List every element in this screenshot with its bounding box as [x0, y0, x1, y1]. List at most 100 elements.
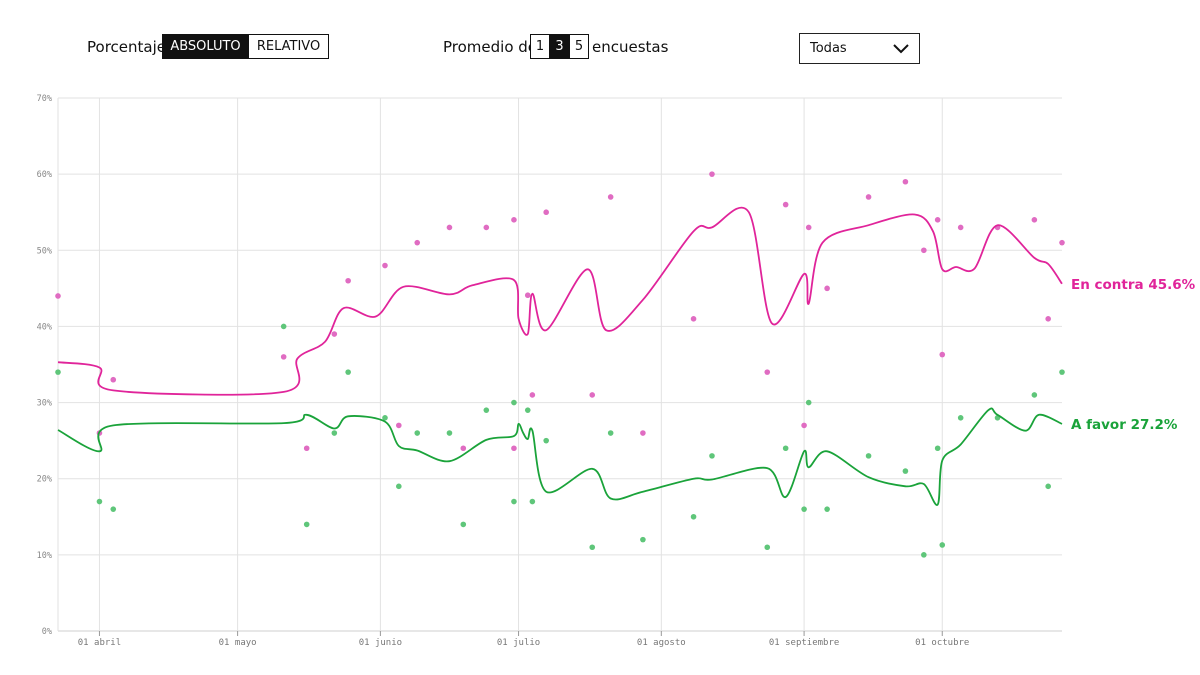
contra-poll-point [640, 430, 646, 436]
trend-lines [57, 206, 1063, 506]
favor-poll-point [110, 506, 117, 512]
favor-poll-point [96, 498, 103, 505]
percentage-label: Porcentaje [87, 38, 166, 56]
absolute-option[interactable]: ABSOLUTO [163, 35, 248, 58]
contra-poll-point [446, 224, 453, 231]
favor-poll-point [446, 430, 453, 436]
y-tick-label: 10% [37, 551, 52, 561]
average-option-5[interactable]: 5 [569, 35, 588, 58]
percentage-toggle: ABSOLUTO RELATIVO [162, 34, 329, 59]
favor-poll-point [303, 521, 310, 528]
favor-poll-point [589, 544, 596, 551]
contra-poll-point [110, 376, 117, 383]
controls-bar: Porcentaje ABSOLUTO RELATIVO Promedio de… [0, 0, 1200, 80]
x-tick-label: 01 julio [497, 638, 540, 648]
favor-poll-point [865, 453, 872, 459]
favor-poll-point [607, 430, 614, 436]
y-tick-label: 70% [37, 94, 52, 104]
favor-poll-point [483, 407, 490, 413]
contra-poll-point [280, 354, 287, 360]
favor-poll-point [1059, 369, 1065, 375]
average-option-1[interactable]: 1 [531, 35, 549, 58]
favor-trend-line [57, 407, 1063, 506]
x-tick-label: 01 octubre [915, 638, 969, 648]
contra-poll-point [805, 224, 812, 231]
y-tick-label: 0% [42, 627, 52, 637]
contra-end-label: En contra 45.6% [1071, 277, 1196, 293]
favor-poll-point [511, 498, 517, 505]
y-tick-label: 50% [37, 246, 52, 256]
contra-trend-line [57, 206, 1063, 396]
contra-poll-point [1059, 239, 1065, 246]
contra-poll-point [607, 194, 614, 200]
y-tick-label: 60% [37, 170, 52, 180]
x-axis: 01 abril 01 mayo 01 junio 01 julio 01 agosto… [78, 638, 970, 648]
average-label: Promedio de [443, 38, 538, 56]
poll-filter-dropdown[interactable]: Todas [799, 33, 920, 64]
contra-poll-point [55, 293, 61, 299]
relative-option[interactable]: RELATIVO [248, 35, 328, 58]
contra-poll-point [865, 194, 872, 200]
x-tick-label: 01 septiembre [769, 638, 839, 648]
favor-poll-point [396, 483, 402, 490]
x-tick-label: 01 junio [359, 638, 402, 648]
contra-poll-point [709, 171, 715, 177]
favor-poll-point [382, 415, 388, 421]
favor-poll-point [529, 498, 536, 505]
contra-poll-point [529, 392, 536, 398]
contra-poll-point [1045, 316, 1051, 322]
favor-poll-point [782, 445, 789, 452]
favor-poll-point [939, 542, 946, 548]
average-suffix: encuestas [592, 38, 669, 56]
favor-poll-point [957, 415, 964, 421]
favor-poll-point [805, 399, 812, 406]
contra-poll-point [782, 201, 789, 208]
contra-poll-point [589, 392, 596, 398]
favor-poll-point [824, 506, 830, 512]
favor-poll-point [543, 437, 549, 444]
favor-poll-point [902, 468, 909, 474]
favor-poll-point [1045, 483, 1051, 490]
contra-poll-point [824, 285, 830, 292]
contra-poll-point [957, 224, 964, 231]
contra-poll-point [921, 247, 927, 254]
contra-poll-point [511, 445, 517, 452]
contra-poll-point [524, 292, 531, 299]
poll-chart: 0%10%20%30%40%50%60%70% 01 abril 01 mayo 0… [37, 94, 1196, 648]
chevron-down-icon [893, 43, 909, 53]
favor-poll-point [331, 430, 338, 436]
favor-poll-point [460, 521, 467, 528]
x-tick-label: 01 agosto [637, 638, 686, 648]
favor-poll-point [801, 506, 807, 512]
contra-poll-point [801, 422, 807, 429]
y-tick-label: 30% [37, 399, 52, 409]
gridlines [57, 97, 1062, 636]
average-toggle: 1 3 5 [530, 34, 589, 59]
contra-poll-point [331, 331, 338, 337]
favor-poll-point [1031, 392, 1038, 398]
y-axis: 0% 10% 20% 30% 40% 50% 60% 70% [37, 94, 52, 637]
contra-poll-point [543, 209, 549, 216]
contra-poll-point [382, 262, 388, 269]
favor-poll-point [511, 399, 517, 406]
favor-poll-point [690, 513, 697, 520]
contra-poll-point [934, 217, 941, 223]
average-option-3[interactable]: 3 [549, 35, 569, 58]
contra-poll-point [939, 351, 946, 358]
contra-poll-point [511, 217, 517, 223]
poll-points [55, 171, 1065, 558]
contra-poll-point [483, 224, 490, 231]
contra-poll-point [396, 422, 402, 429]
poll-filter-value: Todas [810, 41, 847, 56]
contra-poll-point [303, 445, 310, 452]
favor-poll-point [280, 323, 287, 330]
x-tick-label: 01 mayo [219, 638, 257, 648]
contra-poll-point [764, 369, 771, 375]
contra-poll-point [345, 277, 351, 284]
contra-poll-point [902, 178, 909, 185]
contra-poll-point [1031, 217, 1038, 223]
favor-poll-point [934, 445, 941, 452]
favor-poll-point [709, 453, 715, 459]
contra-poll-point [460, 445, 467, 452]
x-tick-label: 01 abril [78, 638, 121, 648]
